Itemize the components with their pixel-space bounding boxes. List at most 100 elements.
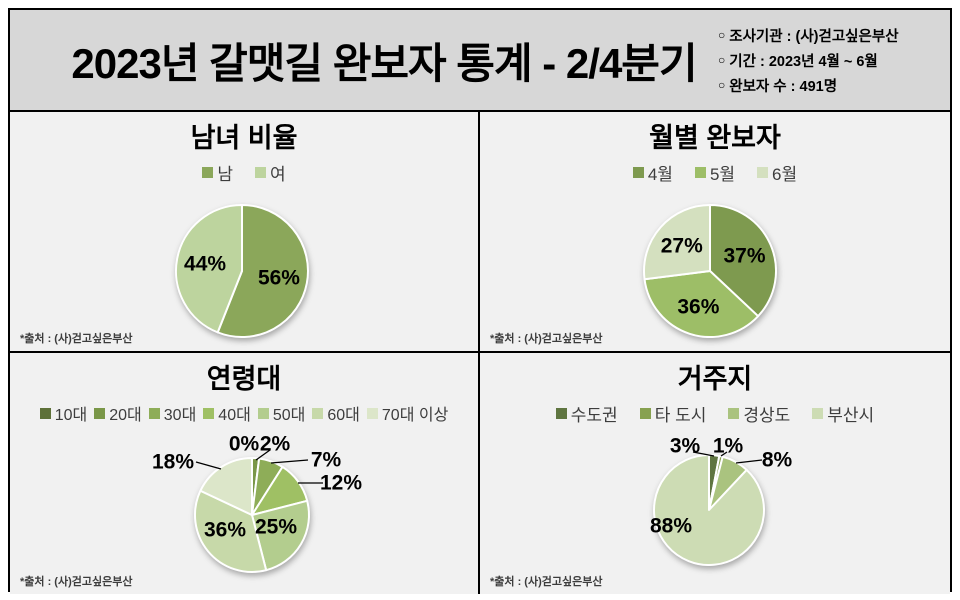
pie-slice [643,204,711,281]
legend-item: 70대 이상 [366,401,449,425]
label-leader-line [195,461,222,470]
legend-swatch-icon [632,166,644,178]
pie-data-label: 27% [661,235,703,258]
pie-slice [709,204,777,318]
legend-monthly: 4월 5월 6월 [480,159,950,185]
legend-swatch-icon [148,407,160,419]
legend-label: 여 [270,164,286,184]
legend-swatch-icon [812,407,824,419]
legend-swatch-icon [312,407,324,419]
pie-data-label: 0% [229,433,260,456]
legend-label: 40대 [218,407,251,424]
legend-item: 경상도 [728,401,790,426]
legend-swatch-icon [257,407,269,419]
pie-data-label: 7% [311,449,342,472]
legend-item: 부산시 [812,401,874,426]
label-leader-line [720,451,728,457]
legend-label: 5월 [709,164,736,184]
pie-data-label: 37% [724,245,766,268]
legend-swatch-icon [39,407,51,419]
legend-item: 40대 [203,401,251,425]
pie-data-label: 18% [152,451,194,474]
legend-item: 5월 [694,160,736,185]
pie-slice [653,454,765,566]
pie-slice [643,270,760,338]
legend-age: 10대 20대 30대 40대 50대 60대 70대 이상 [10,400,478,426]
chart-grid: 남녀 비율 남 여 56% 44% *출처 : (사)걷고싶은부산 월별 완보자 4… [10,112,950,594]
legend-item: 20대 [94,401,142,425]
pie-data-label: 88% [650,515,692,538]
legend-swatch-icon [255,166,266,178]
legend-swatch-icon [694,166,706,178]
legend-item: 4월 [632,160,673,185]
legend-label: 50대 [272,407,306,424]
chart-title-residence: 거주지 [677,364,753,394]
legend-label: 4월 [647,164,673,184]
legend-label: 경상도 [743,405,791,425]
legend-label: 60대 [327,407,360,424]
legend-swatch-icon [202,166,214,178]
page-title: 2023년 갈맷길 완보자 통계 - 2/4분기 [71,39,697,87]
legend-item: 여 [255,160,286,185]
info-line-period: ○ 기간 : 2023년 4월 ~ 6월 [718,50,940,71]
legend-label: 30대 [163,407,197,424]
source-note: *출처 : (사)걷고싶은부산 [490,576,603,588]
pie-slice [193,489,268,573]
pie-data-label: 2% [260,433,291,456]
pie-chart-gender: 56% 44% [175,204,309,338]
chart-title-age: 연령대 [206,364,282,394]
legend-item: 30대 [148,401,197,425]
legend-item: 50대 [257,401,306,425]
legend-swatch-icon [757,166,769,178]
bullet-icon: ○ [718,78,726,92]
panel-monthly-finishers: 월별 완보자 4월 5월 6월 37% 36% 27% *출처 : (사)걷고싶은부산 [480,112,950,353]
chart-title-gender: 남녀 비율 [190,123,298,153]
panel-residence: 거주지 수도권 타 도시 경상도 부산시 3% 1% 8% 88% *출처 : (사)걷고싶… [480,353,950,594]
legend-item: 10대 [39,401,88,425]
legend-swatch-icon [639,407,651,419]
label-leader-line [255,449,271,461]
legend-label: 70대 이상 [381,407,449,424]
source-note: *출처 : (사)걷고싶은부산 [20,333,133,345]
info-count-text: 완보자 수 : 491명 [729,78,838,95]
legend-label: 부산시 [827,405,875,425]
legend-item: 수도권 [555,401,618,426]
legend-swatch-icon [728,407,740,419]
legend-label: 20대 [109,407,142,424]
label-leader-line [735,459,763,464]
pie-slice [199,457,253,516]
legend-swatch-icon [203,407,215,419]
pie-data-label: 8% [762,449,793,472]
header: 2023년 갈맷길 완보자 통계 - 2/4분기 ○ 조사기관 : (사)걷고싶은… [10,10,950,112]
pie-chart-residence: 3% 1% 8% 88% [650,435,793,566]
source-note: *출처 : (사)걷고싶은부산 [20,576,133,588]
pie-data-label: 3% [670,435,701,458]
pie-data-label: 36% [677,295,719,318]
legend-label: 6월 [772,164,798,184]
label-leader-line [692,451,715,457]
bullet-icon: ○ [718,28,726,42]
legend-swatch-icon [94,407,106,419]
pie-data-label: 25% [255,516,297,539]
info-agency-text: 조사기관 : (사)걷고싶은부산 [729,28,899,45]
legend-label: 10대 [54,407,88,424]
chart-title-monthly: 월별 완보자 [649,123,781,153]
pie-chart-age: 0% 2% 7%12% 25% 36% 18% [152,433,362,573]
legend-residence: 수도권 타 도시 경상도 부산시 [480,400,950,426]
panel-gender-ratio: 남녀 비율 남 여 56% 44% *출처 : (사)걷고싶은부산 [10,112,480,353]
bullet-icon: ○ [718,53,726,67]
pie-data-label: 12% [320,472,362,495]
pie-data-label: 1% [713,435,744,458]
pie-data-label: 36% [204,519,246,542]
legend-swatch-icon [366,407,378,419]
legend-item: 60대 [312,401,360,425]
info-period-text: 기간 : 2023년 4월 ~ 6월 [729,53,878,70]
pie-slice [175,204,243,334]
legend-item: 6월 [757,160,797,185]
pie-data-label: 56% [258,267,300,290]
info-line-agency: ○ 조사기관 : (사)걷고싶은부산 [718,25,940,46]
pie-slice [216,204,309,338]
header-info-box: ○ 조사기관 : (사)걷고싶은부산 ○ 기간 : 2023년 4월 ~ 6월 ○ 완… [718,25,950,96]
legend-item: 남 [202,160,233,185]
legend-label: 남 [217,164,233,184]
